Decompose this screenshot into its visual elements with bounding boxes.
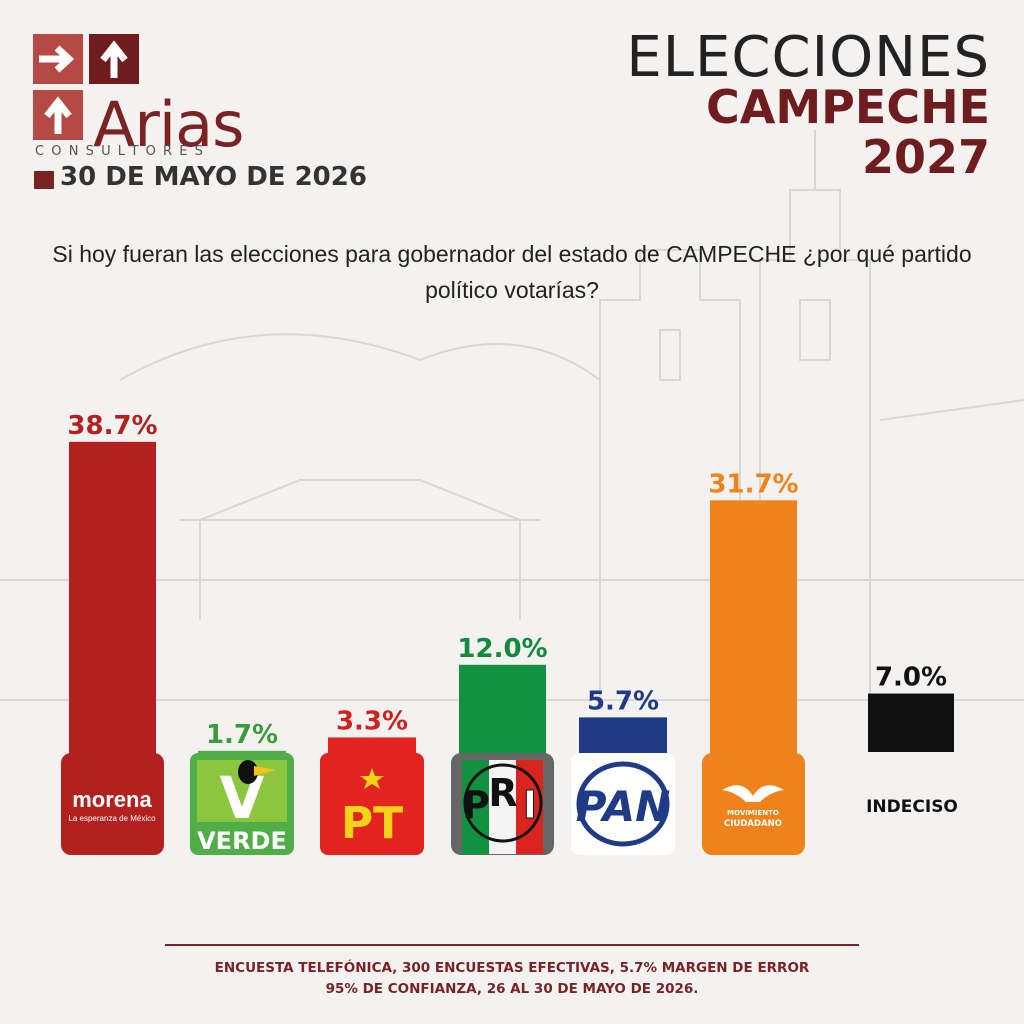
- morena-tagline: La esperanza de México: [68, 814, 156, 823]
- value-label-verde: 1.7%: [206, 720, 278, 750]
- arias-logo-mark: [33, 34, 139, 140]
- value-label-pan: 5.7%: [587, 686, 659, 716]
- arias-logo: Arias CONSULTORES: [33, 34, 363, 194]
- brand-subtitle: CONSULTORES: [35, 144, 211, 159]
- pri-letter-r: R: [488, 771, 517, 815]
- star-icon: [360, 768, 384, 789]
- morena-logo: morena La esperanza de México: [61, 753, 164, 855]
- toucan-icon: [238, 760, 258, 784]
- eagle-icon: [722, 785, 784, 802]
- mc-line1: MOVIMIENTO: [727, 809, 779, 817]
- title-year: 2027: [861, 130, 990, 184]
- verde-logo-text: VERDE: [197, 827, 287, 855]
- mc-line2: CIUDADANO: [724, 819, 782, 829]
- brand-name: Arias: [93, 88, 244, 161]
- methodology-note: ENCUESTA TELEFÓNICA, 300 ENCUESTAS EFECT…: [150, 958, 874, 1000]
- pan-logo-text: PAN: [576, 782, 671, 831]
- movimiento-ciudadano-logo: MOVIMIENTO CIUDADANO: [702, 753, 805, 855]
- pt-logo-text: PT: [341, 798, 403, 849]
- pan-logo: PAN: [571, 753, 675, 855]
- value-label-morena: 38.7%: [67, 411, 157, 441]
- value-label-pt: 3.3%: [336, 706, 408, 736]
- bar-indeciso: [868, 693, 954, 752]
- title-elecciones: ELECCIONES: [626, 25, 990, 90]
- pri-letter-p: P: [462, 783, 490, 827]
- morena-logo-text: morena: [72, 787, 152, 812]
- methodology-line-2: 95% DE CONFIANZA, 26 AL 30 DE MAYO DE 20…: [325, 981, 699, 997]
- indeciso-label: INDECISO: [866, 797, 958, 817]
- survey-question: Si hoy fueran las elecciones para gobern…: [52, 241, 972, 303]
- value-label-indeciso: 7.0%: [875, 663, 947, 693]
- bar-movimiento-ciudadano: [710, 500, 797, 775]
- value-label-movimiento-ciudadano: 31.7%: [708, 469, 798, 499]
- pt-logo: PT: [320, 753, 424, 855]
- pri-letter-i: I: [523, 783, 537, 827]
- date-marker: [34, 171, 54, 189]
- bar-morena: [69, 441, 156, 775]
- verde-logo: V VERDE: [190, 753, 294, 855]
- methodology-line-1: ENCUESTA TELEFÓNICA, 300 ENCUESTAS EFECT…: [214, 960, 810, 976]
- footer-divider: [165, 944, 859, 946]
- value-label-pri: 12.0%: [457, 634, 547, 664]
- survey-date: 30 DE MAYO DE 2026: [60, 162, 367, 192]
- pri-logo: P R I: [451, 753, 554, 855]
- title-campeche: CAMPECHE: [706, 80, 990, 134]
